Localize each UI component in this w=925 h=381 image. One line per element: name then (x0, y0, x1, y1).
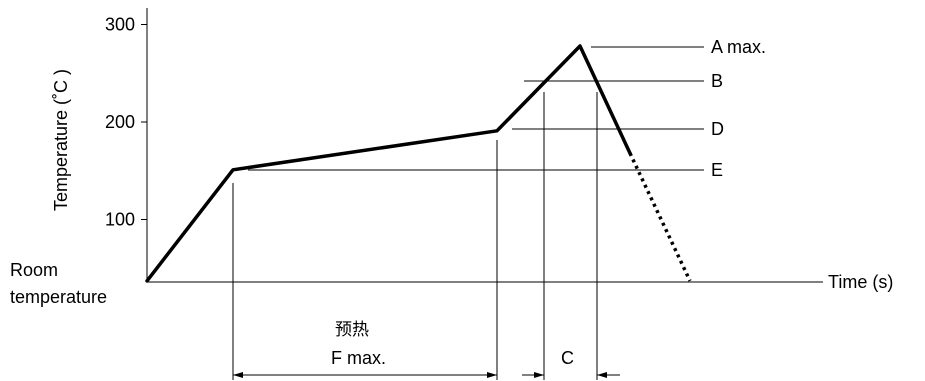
y-tick-label-200: 200 (105, 112, 135, 132)
level-label-e: E (711, 160, 723, 180)
span-c-left-arrow (534, 372, 544, 378)
span-f-sublabel: 预热 (335, 320, 369, 340)
profile-line (145, 44, 632, 283)
level-label-b: B (711, 71, 723, 91)
span-f-right-arrow (487, 372, 497, 378)
room-temperature-label-line2: temperature (10, 287, 107, 307)
y-tick-label-100: 100 (105, 210, 135, 230)
span-c-label: C (561, 348, 574, 368)
level-label-a: A max. (711, 37, 766, 57)
y-ticks: 100 200 300 (105, 15, 147, 230)
room-temperature-label-line1: Room (10, 260, 58, 280)
span-c-right-arrow (597, 372, 607, 378)
x-axis-label: Time (s) (828, 272, 893, 292)
y-axis-label: Temperature (˚C ) (51, 69, 71, 211)
profile-cooling-dashed (628, 152, 692, 282)
level-label-d: D (711, 119, 724, 139)
span-f-label: F max. (331, 348, 386, 368)
span-f-left-arrow (233, 372, 243, 378)
y-tick-label-300: 300 (105, 15, 135, 35)
